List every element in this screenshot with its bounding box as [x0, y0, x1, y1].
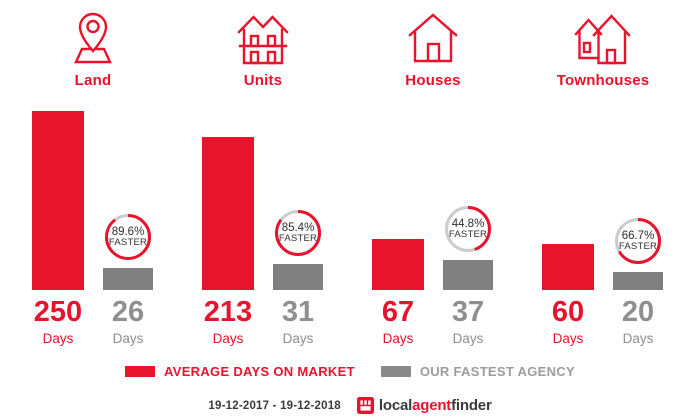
badge-faster-label: FASTER	[278, 233, 318, 245]
avg-days-value: 60 Days	[532, 296, 604, 347]
avg-days-bar	[32, 111, 84, 290]
fastest-days-unit: Days	[452, 331, 484, 346]
fastest-agency-bar	[103, 268, 153, 290]
fastest-days-value: 37 Days	[433, 296, 503, 347]
category-label: Houses	[405, 72, 461, 89]
legend-fastest-agency-label: OUR FASTEST AGENCY	[419, 364, 575, 379]
map-pin-icon	[74, 12, 112, 64]
category-icon-slot	[518, 8, 688, 68]
category-label: Land	[74, 72, 112, 89]
category-group: Houses 44.8% FASTER 67 Days 37	[348, 8, 518, 354]
badge-percent: 44.8%	[451, 217, 485, 230]
badge-percent: 89.6%	[111, 225, 145, 238]
fastest-agency-bar	[613, 272, 663, 290]
category-icon-slot	[8, 8, 178, 68]
date-range: 19-12-2017 - 19-12-2018	[208, 399, 341, 412]
badge-faster-label: FASTER	[108, 237, 148, 249]
fastest-days-number: 37	[451, 296, 485, 328]
avg-days-bar	[542, 244, 594, 290]
chart-groups: Land 89.6% FASTER 250 Days 26	[8, 8, 688, 354]
fastest-days-number: 20	[621, 296, 655, 328]
badge-ring	[275, 210, 321, 256]
fastest-agency-bar	[273, 264, 323, 290]
avg-days-unit: Days	[42, 331, 74, 346]
category-icon-slot	[348, 8, 518, 68]
avg-days-number: 213	[203, 296, 253, 328]
category-label: Units	[243, 72, 283, 89]
fastest-days-unit: Days	[112, 331, 144, 346]
fastest-agency-bar	[443, 260, 493, 290]
avg-days-number: 60	[551, 296, 585, 328]
avg-days-unit: Days	[382, 331, 414, 346]
avg-days-unit: Days	[552, 331, 584, 346]
fastest-days-number: 26	[111, 296, 145, 328]
faster-badge: 89.6% FASTER	[104, 213, 152, 261]
avg-days-number: 250	[33, 296, 83, 328]
fastest-days-value: 26 Days	[93, 296, 163, 347]
house-icon	[408, 13, 458, 63]
localagentfinder-logo: localagentfinder	[356, 397, 492, 414]
faster-badge: 44.8% FASTER	[444, 205, 492, 253]
footer: 19-12-2017 - 19-12-2018 localagentfinder	[0, 397, 700, 414]
badge-percent: 66.7%	[621, 229, 655, 242]
badge-percent: 85.4%	[281, 221, 315, 234]
category-bars: 85.4% FASTER	[178, 110, 348, 290]
category-group: Townhouses 66.7% FASTER 60 Days 20	[518, 8, 688, 354]
fastest-agency-swatch	[380, 366, 411, 377]
legend: AVERAGE DAYS ON MARKET OUR FASTEST AGENC…	[0, 364, 700, 379]
logo-text: localagentfinder	[378, 397, 492, 414]
avg-days-bar	[202, 137, 254, 290]
faster-badge: 66.7% FASTER	[614, 217, 662, 265]
avg-days-value: 67 Days	[362, 296, 434, 347]
category-bars: 66.7% FASTER	[518, 110, 688, 290]
avg-days-swatch	[125, 366, 156, 377]
legend-item-fastest-agency: OUR FASTEST AGENCY	[380, 364, 575, 379]
avg-days-unit: Days	[212, 331, 244, 346]
category-label: Townhouses	[556, 72, 650, 89]
legend-item-avg-days: AVERAGE DAYS ON MARKET	[125, 364, 355, 379]
category-bars: 89.6% FASTER	[8, 110, 178, 290]
legend-avg-days-label: AVERAGE DAYS ON MARKET	[164, 364, 355, 379]
townhouses-icon	[574, 14, 631, 65]
category-bars: 44.8% FASTER	[348, 110, 518, 290]
badge-ring	[445, 206, 491, 252]
fastest-days-unit: Days	[622, 331, 654, 346]
avg-days-number: 67	[381, 296, 415, 328]
faster-badge: 85.4% FASTER	[274, 209, 322, 257]
fastest-days-value: 20 Days	[603, 296, 673, 347]
fastest-days-number: 31	[281, 296, 315, 328]
badge-ring	[615, 218, 661, 264]
badge-faster-label: FASTER	[448, 229, 488, 241]
units-icon	[237, 15, 289, 65]
badge-ring	[105, 214, 151, 260]
fastest-days-value: 31 Days	[263, 296, 333, 347]
fastest-days-unit: Days	[282, 331, 314, 346]
avg-days-value: 250 Days	[22, 296, 94, 347]
avg-days-bar	[372, 239, 424, 290]
avg-days-value: 213 Days	[192, 296, 264, 347]
category-icon-slot	[178, 8, 348, 68]
badge-faster-label: FASTER	[618, 241, 658, 253]
logo-mark-icon	[356, 397, 374, 414]
category-group: Units 85.4% FASTER 213 Days 31	[178, 8, 348, 354]
category-group: Land 89.6% FASTER 250 Days 26	[8, 8, 178, 354]
